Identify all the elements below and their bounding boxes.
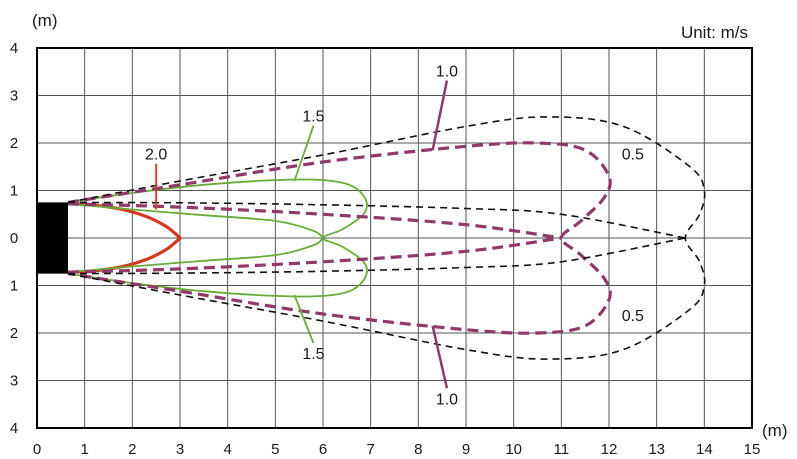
y-tick-label: 4 <box>10 40 18 57</box>
y-tick-label: 3 <box>10 88 18 105</box>
label-leader-line <box>293 125 315 182</box>
contour-label: 1.5 <box>302 109 324 126</box>
label-leader-line <box>431 325 449 389</box>
x-tick-label: 14 <box>696 441 713 458</box>
contour-1.0-inner-upper <box>67 202 562 240</box>
x-tick-label: 8 <box>414 441 422 458</box>
contour-1.0-inner-lower <box>67 236 562 274</box>
grid <box>37 48 752 428</box>
contour-label: 2.0 <box>145 147 167 164</box>
y-axis-unit-label: (m) <box>32 11 57 30</box>
x-tick-label: 3 <box>176 441 184 458</box>
velocity-contours <box>67 116 706 360</box>
outlet-block <box>37 202 68 274</box>
y-tick-label: 1 <box>10 183 18 200</box>
y-tick-labels: 4 3 2 1 0 1 2 3 4 <box>10 40 18 437</box>
contour-label: 1.0 <box>436 64 458 81</box>
contour-0.5-inner-upper <box>67 201 686 239</box>
x-tick-label: 13 <box>648 441 665 458</box>
x-tick-label: 7 <box>366 441 374 458</box>
contour-1.0-outer <box>67 141 612 335</box>
label-leader-line <box>431 80 449 151</box>
contour-1.5-inner-upper <box>67 202 324 239</box>
x-tick-label: 12 <box>601 441 618 458</box>
plot-frame <box>36 47 753 429</box>
y-tick-label: 0 <box>10 230 18 247</box>
x-tick-label: 11 <box>554 441 570 458</box>
x-tick-label: 2 <box>128 441 136 458</box>
y-tick-label: 1 <box>10 278 18 295</box>
y-tick-label: 2 <box>10 325 18 342</box>
label-leader-lines <box>155 80 449 389</box>
x-tick-label: 10 <box>505 441 522 458</box>
y-tick-label: 4 <box>10 420 18 437</box>
contour-label: 0.5 <box>622 147 644 164</box>
contour-label: 1.5 <box>302 346 324 363</box>
contour-label: 1.0 <box>436 391 458 408</box>
contour-labels: 2.0 1.5 1.5 1.0 1.0 0.5 0.5 <box>145 64 644 409</box>
unit-note: Unit: m/s <box>681 23 748 42</box>
y-tick-label: 3 <box>10 373 18 390</box>
x-tick-label: 5 <box>271 441 279 458</box>
x-axis-unit-label: (m) <box>762 421 787 440</box>
contour-0.5-inner-lower <box>67 237 686 275</box>
outlet-rect <box>37 202 68 274</box>
x-tick-label: 6 <box>319 441 327 458</box>
contour-1.5-inner-lower <box>67 237 324 274</box>
contour-0.5-outer <box>67 116 706 360</box>
y-tick-label: 2 <box>10 135 18 152</box>
x-tick-label: 0 <box>33 441 41 458</box>
contour-label: 0.5 <box>622 308 644 325</box>
x-tick-label: 1 <box>80 441 88 458</box>
x-tick-label: 4 <box>223 441 231 458</box>
x-tick-label: 9 <box>462 441 470 458</box>
x-tick-label: 15 <box>744 441 761 458</box>
x-tick-labels: 0 1 2 3 4 5 6 7 8 9 10 11 12 13 14 15 <box>33 441 761 458</box>
label-leader-line <box>293 294 315 344</box>
